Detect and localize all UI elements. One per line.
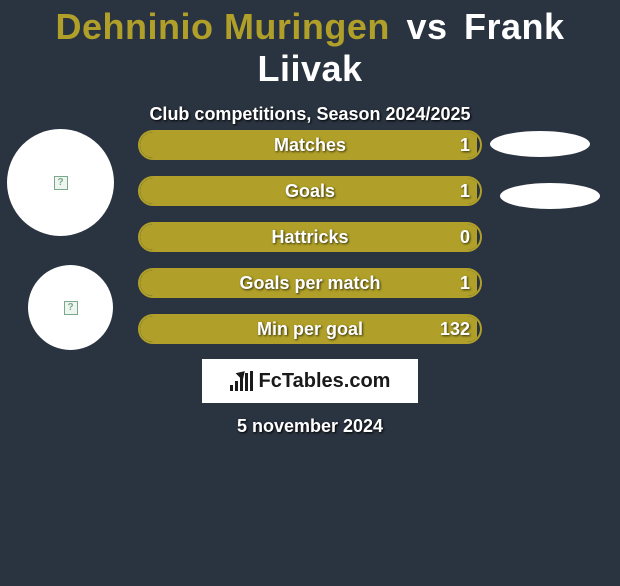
- stat-value: 1: [460, 178, 470, 204]
- stats-bars: Matches 1 Goals 1 Hattricks 0 Goals per …: [138, 130, 482, 360]
- stat-bar: Goals 1: [138, 176, 482, 206]
- subtitle: Club competitions, Season 2024/2025: [0, 104, 620, 125]
- stat-value: 132: [440, 316, 470, 342]
- stat-value: 0: [460, 224, 470, 250]
- stat-value: 1: [460, 270, 470, 296]
- stat-label: Matches: [140, 132, 480, 158]
- comparison-title: Dehninio Muringen vs Frank Liivak: [0, 6, 620, 90]
- stat-bar: Min per goal 132: [138, 314, 482, 344]
- logo-text: FcTables.com: [259, 370, 391, 393]
- stat-label: Min per goal: [140, 316, 480, 342]
- stat-bar: Hattricks 0: [138, 222, 482, 252]
- date-text: 5 november 2024: [0, 416, 620, 437]
- missing-image-icon: ?: [54, 176, 68, 190]
- vs-text: vs: [406, 6, 447, 47]
- player1-name: Dehninio Muringen: [55, 6, 389, 47]
- stat-label: Goals per match: [140, 270, 480, 296]
- stat-label: Goals: [140, 178, 480, 204]
- stat-value: 1: [460, 132, 470, 158]
- player1-avatar: ?: [7, 129, 114, 236]
- side-pill: [500, 183, 600, 209]
- player2-avatar: ?: [28, 265, 113, 350]
- fctables-logo: FcTables.com: [202, 359, 418, 403]
- missing-image-icon: ?: [64, 301, 78, 315]
- stat-bar: Matches 1: [138, 130, 482, 160]
- stat-label: Hattricks: [140, 224, 480, 250]
- side-pill: [490, 131, 590, 157]
- stat-bar: Goals per match 1: [138, 268, 482, 298]
